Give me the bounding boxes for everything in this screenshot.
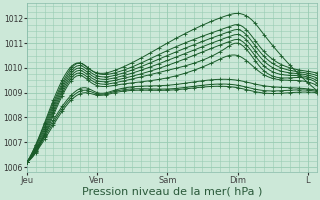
X-axis label: Pression niveau de la mer( hPa ): Pression niveau de la mer( hPa ) (82, 187, 262, 197)
